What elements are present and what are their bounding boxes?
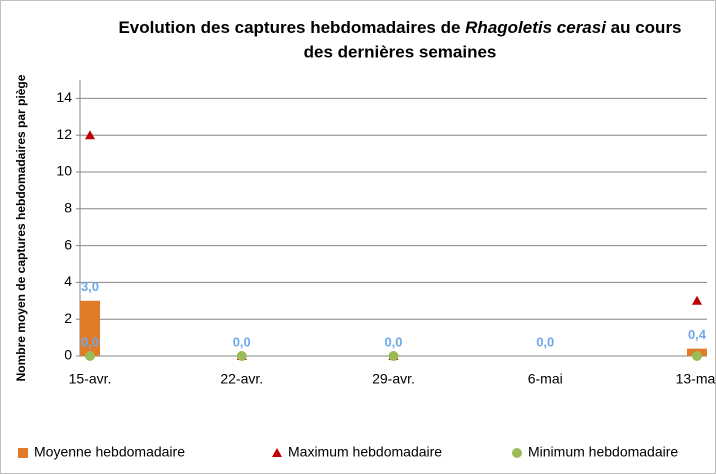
y-tick-label: 8 — [64, 200, 72, 216]
x-tick-label: 22-avr. — [220, 371, 263, 387]
title-part: au cours — [606, 18, 682, 37]
min-marker — [388, 351, 399, 361]
value-label: 0,4 — [688, 327, 707, 342]
y-axis-label: Nombre moyen de captures hebdomadaires p… — [14, 74, 28, 381]
legend-swatch — [512, 448, 522, 458]
title-part: Evolution des captures hebdomadaires de — [118, 18, 465, 37]
min-marker — [236, 351, 247, 361]
max-marker — [85, 130, 95, 140]
y-tick-label: 0 — [64, 347, 72, 363]
legend-label: Minimum hebdomadaire — [528, 444, 678, 460]
legend-swatch — [272, 448, 282, 457]
max-marker — [692, 295, 702, 305]
y-tick-label: 10 — [56, 163, 72, 179]
min-marker — [85, 351, 95, 361]
y-tick-label: 6 — [64, 236, 72, 252]
y-tick-label: 2 — [64, 310, 72, 326]
x-tick-label: 13-mai — [676, 371, 716, 387]
legend-label: Moyenne hebdomadaire — [34, 444, 185, 460]
bar — [80, 300, 100, 356]
value-label: 3,0 — [81, 279, 99, 294]
y-tick-label: 4 — [64, 273, 72, 289]
chart-title: des dernières semaines — [304, 42, 497, 61]
chart-title: Evolution des captures hebdomadaires de … — [118, 18, 681, 37]
title-part: Rhagoletis cerasi — [465, 18, 607, 37]
y-tick-label: 12 — [56, 126, 72, 142]
value-label: 0,0 — [233, 334, 251, 349]
legend-label: Maximum hebdomadaire — [288, 444, 442, 460]
x-tick-label: 29-avr. — [372, 371, 415, 387]
value-label: 0,0 — [384, 334, 402, 349]
legend-swatch — [18, 448, 28, 458]
min-marker — [692, 351, 702, 361]
y-tick-label: 14 — [56, 89, 72, 105]
value-label: 0,0 — [536, 334, 554, 349]
value-label: 0,0 — [81, 334, 99, 349]
x-tick-label: 6-mai — [528, 371, 563, 387]
x-tick-label: 15-avr. — [69, 371, 112, 387]
